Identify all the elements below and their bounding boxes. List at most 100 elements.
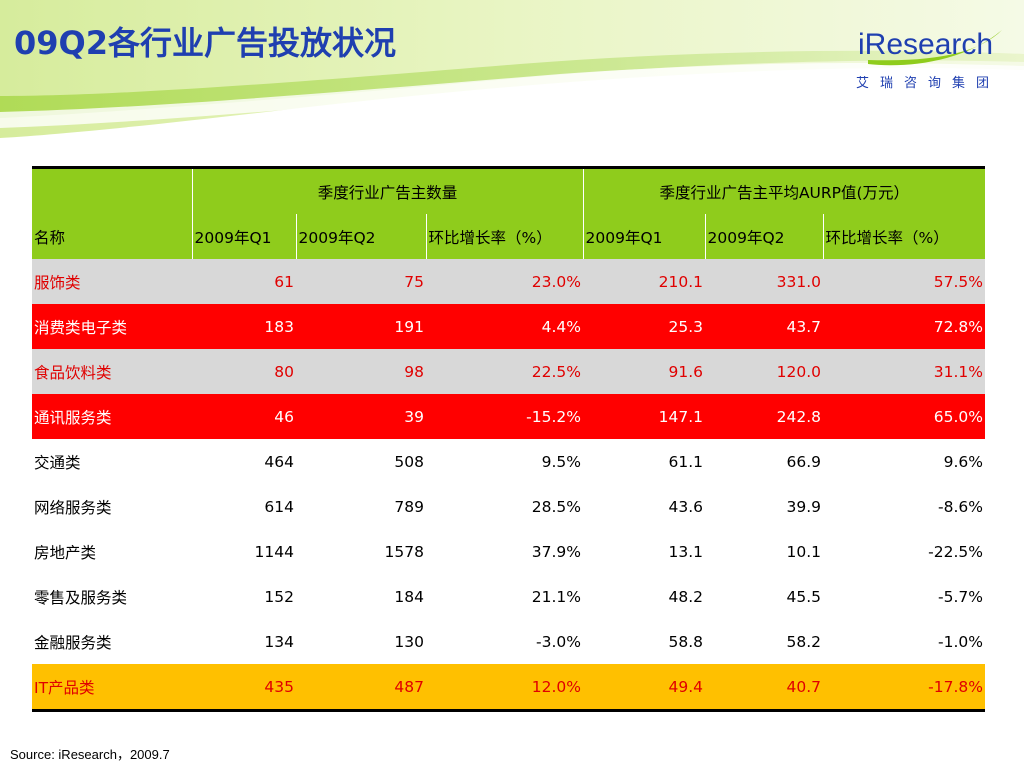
source-note: Source: iResearch，2009.7 [10,747,170,762]
value-cell: 31.1% [823,349,986,394]
value-cell: 331.0 [705,259,823,304]
logo-subtitle: 艾瑞咨询集团 [856,76,1001,91]
value-cell: 48.2 [583,574,705,619]
value-cell: 435 [192,664,296,709]
value-cell: 66.9 [705,439,823,484]
row-name-cell: 网络服务类 [32,484,192,529]
column-header: 2009年Q1 [582,214,705,259]
table-row: 通讯服务类 46 39 -15.2% 147.1 242.8 65.0% [32,394,986,439]
value-cell: 152 [192,574,296,619]
value-cell: 61.1 [583,439,705,484]
value-cell: 65.0% [823,394,986,439]
value-cell: -22.5% [823,529,986,574]
value-cell: 58.2 [705,619,823,664]
group-header-advertiser-count: 季度行业广告主数量 [191,169,583,214]
value-cell: 13.1 [583,529,705,574]
row-name-cell: 食品饮料类 [32,349,192,394]
row-name-cell: IT产品类 [32,664,192,709]
value-cell: 28.5% [426,484,583,529]
iresearch-logo: iResearch 艾瑞咨询集团 [852,24,1012,94]
logo-brand-text: iResearch [858,28,994,61]
table-row: 房地产类 1144 1578 37.9% 13.1 10.1 -22.5% [32,529,986,574]
column-header: 名称 [32,214,192,259]
value-cell: 39 [296,394,426,439]
row-name-cell: 零售及服务类 [32,574,192,619]
value-cell: 25.3 [583,304,705,349]
group-header-row: 季度行业广告主数量 季度行业广告主平均AURP值(万元） [32,169,986,214]
row-name-cell: 金融服务类 [32,619,192,664]
table-row: 消费类电子类 183 191 4.4% 25.3 43.7 72.8% [32,304,986,349]
value-cell: 46 [192,394,296,439]
value-cell: 183 [192,304,296,349]
value-cell: 49.4 [583,664,705,709]
column-header: 2009年Q2 [704,214,823,259]
value-cell: -1.0% [823,619,986,664]
value-cell: 4.4% [426,304,583,349]
column-header: 环比增长率（%） [425,214,583,259]
data-table: 季度行业广告主数量 季度行业广告主平均AURP值(万元） 名称 2009年Q1 … [32,169,986,709]
table-row: 食品饮料类 80 98 22.5% 91.6 120.0 31.1% [32,349,986,394]
header-swoosh-background [0,0,1024,138]
value-cell: 23.0% [426,259,583,304]
row-name-cell: 消费类电子类 [32,304,192,349]
value-cell: 57.5% [823,259,986,304]
value-cell: 184 [296,574,426,619]
slide-title: 09Q2各行业广告投放状况 [14,24,397,62]
value-cell: 1144 [192,529,296,574]
value-cell: 39.9 [705,484,823,529]
value-cell: 61 [192,259,296,304]
value-cell: 10.1 [705,529,823,574]
value-cell: 22.5% [426,349,583,394]
value-cell: 37.9% [426,529,583,574]
value-cell: 43.6 [583,484,705,529]
value-cell: 210.1 [583,259,705,304]
value-cell: 72.8% [823,304,986,349]
value-cell: 487 [296,664,426,709]
value-cell: 242.8 [705,394,823,439]
value-cell: 614 [192,484,296,529]
value-cell: -17.8% [823,664,986,709]
value-cell: 40.7 [705,664,823,709]
value-cell: 789 [296,484,426,529]
value-cell: 43.7 [705,304,823,349]
value-cell: -8.6% [823,484,986,529]
value-cell: -3.0% [426,619,583,664]
column-header: 2009年Q2 [295,214,426,259]
row-name-cell: 服饰类 [32,259,192,304]
group-header-empty [32,169,192,214]
value-cell: 45.5 [705,574,823,619]
value-cell: -5.7% [823,574,986,619]
table-row: 交通类 464 508 9.5% 61.1 66.9 9.6% [32,439,986,484]
row-name-cell: 房地产类 [32,529,192,574]
value-cell: 120.0 [705,349,823,394]
value-cell: 134 [192,619,296,664]
value-cell: 464 [192,439,296,484]
value-cell: 1578 [296,529,426,574]
column-header: 2009年Q1 [191,214,296,259]
industry-ad-table: 季度行业广告主数量 季度行业广告主平均AURP值(万元） 名称 2009年Q1 … [32,166,986,712]
value-cell: 80 [192,349,296,394]
column-header-row: 名称 2009年Q1 2009年Q2 环比增长率（%） 2009年Q1 2009… [32,214,986,259]
value-cell: 9.6% [823,439,986,484]
value-cell: 147.1 [583,394,705,439]
value-cell: 98 [296,349,426,394]
value-cell: 21.1% [426,574,583,619]
value-cell: 58.8 [583,619,705,664]
value-cell: 12.0% [426,664,583,709]
table-row: IT产品类 435 487 12.0% 49.4 40.7 -17.8% [32,664,986,709]
value-cell: 75 [296,259,426,304]
group-header-aurp: 季度行业广告主平均AURP值(万元） [582,169,986,214]
value-cell: 130 [296,619,426,664]
table-row: 零售及服务类 152 184 21.1% 48.2 45.5 -5.7% [32,574,986,619]
column-header: 环比增长率（%） [822,214,986,259]
value-cell: 191 [296,304,426,349]
value-cell: 9.5% [426,439,583,484]
table-row: 金融服务类 134 130 -3.0% 58.8 58.2 -1.0% [32,619,986,664]
table-row: 网络服务类 614 789 28.5% 43.6 39.9 -8.6% [32,484,986,529]
logo-swoosh-icon [868,30,1002,66]
row-name-cell: 通讯服务类 [32,394,192,439]
row-name-cell: 交通类 [32,439,192,484]
value-cell: -15.2% [426,394,583,439]
table-row: 服饰类 61 75 23.0% 210.1 331.0 57.5% [32,259,986,304]
value-cell: 91.6 [583,349,705,394]
